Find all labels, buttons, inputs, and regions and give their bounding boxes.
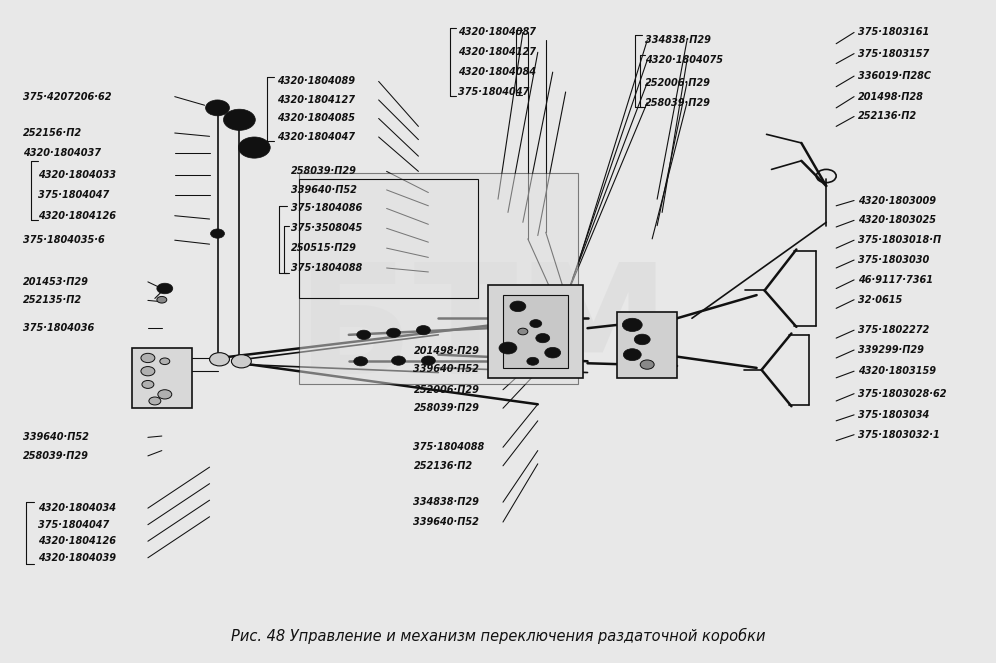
Text: 4320·1804089: 4320·1804089 [277,76,356,86]
Text: 4320·1804126: 4320·1804126 [39,536,117,546]
Text: 258039·П29: 258039·П29 [645,97,711,107]
Text: 334838·П29: 334838·П29 [645,35,711,45]
Text: 375·1804086: 375·1804086 [291,204,363,213]
Text: 336019·П28С: 336019·П28С [858,71,931,81]
Bar [299,179,478,298]
Text: 252135·П2: 252135·П2 [23,296,82,306]
Text: 375·1804047: 375·1804047 [39,520,110,530]
Circle shape [238,137,270,158]
Circle shape [156,283,172,294]
Text: 375·1804035·6: 375·1804035·6 [23,235,105,245]
Text: 250515·П29: 250515·П29 [291,243,357,253]
Text: 375·1804047: 375·1804047 [458,87,530,97]
Bar [488,285,583,378]
Bar [299,173,578,385]
Circle shape [622,318,642,332]
Text: 375·1804047: 375·1804047 [39,190,110,200]
Text: 375·3508045: 375·3508045 [291,223,363,233]
Circle shape [518,328,528,335]
Circle shape [157,390,171,399]
Text: 201498·П29: 201498·П29 [413,346,479,356]
Circle shape [545,347,561,358]
Text: 4320·1804127: 4320·1804127 [458,47,536,57]
Text: 375·1804088: 375·1804088 [291,263,363,273]
Circle shape [141,381,153,389]
Text: 4320·1804033: 4320·1804033 [39,170,117,180]
Circle shape [536,333,550,343]
Bar [503,295,568,368]
Circle shape [510,301,526,312]
Text: 375·1803030: 375·1803030 [858,255,929,265]
Circle shape [159,358,169,365]
Circle shape [141,353,154,363]
Text: 252156·П2: 252156·П2 [23,128,82,138]
Circle shape [357,330,371,339]
Text: 375·1803161: 375·1803161 [858,27,929,37]
Text: 252136·П2: 252136·П2 [858,111,917,121]
Circle shape [141,367,154,376]
Text: 4320·1804084: 4320·1804084 [458,67,536,77]
Text: 4320·1804075: 4320·1804075 [645,55,723,65]
Text: 201498·П28: 201498·П28 [858,91,924,101]
Bar [618,312,677,378]
Circle shape [209,353,229,366]
Text: 375·1802272: 375·1802272 [858,325,929,335]
Text: 252006·П29: 252006·П29 [645,78,711,88]
Circle shape [391,356,405,365]
Text: 252136·П2: 252136·П2 [413,461,472,471]
Text: 4320·1803159: 4320·1803159 [858,366,936,376]
Text: 4320·1804047: 4320·1804047 [277,132,356,142]
Text: 339640·П52: 339640·П52 [23,432,89,442]
Text: 46·9117·7361: 46·9117·7361 [858,275,933,285]
Text: 334838·П29: 334838·П29 [413,497,479,507]
Circle shape [634,334,650,345]
Text: 4320·1804087: 4320·1804087 [458,27,536,37]
Bar [132,348,191,408]
Text: 375·4207206·62: 375·4207206·62 [23,91,112,101]
Text: 258039·П29: 258039·П29 [23,451,89,461]
Circle shape [640,360,654,369]
Circle shape [148,397,160,405]
Text: 4320·1804034: 4320·1804034 [39,503,117,513]
Text: БТМ: БТМ [297,257,669,406]
Text: 252006·П29: 252006·П29 [413,385,479,394]
Circle shape [354,357,368,366]
Circle shape [416,326,430,335]
Circle shape [205,100,229,116]
Text: 375·1803018·П: 375·1803018·П [858,235,941,245]
Text: 258039·П29: 258039·П29 [291,166,357,176]
Text: 339299·П29: 339299·П29 [858,345,924,355]
Circle shape [386,328,400,337]
Text: 375·1803028·62: 375·1803028·62 [858,389,946,398]
Text: 375·1804036: 375·1804036 [23,323,94,333]
Circle shape [231,355,251,368]
Circle shape [530,320,542,328]
Text: 4320·1804037: 4320·1804037 [23,148,101,158]
Text: 32·0615: 32·0615 [858,295,902,305]
Text: 4320·1804127: 4320·1804127 [277,95,356,105]
Circle shape [499,342,517,354]
Text: 375·1804088: 375·1804088 [413,442,485,452]
Circle shape [421,356,435,365]
Text: 339640·П52: 339640·П52 [413,517,479,527]
Circle shape [623,349,641,361]
Text: 258039·П29: 258039·П29 [413,403,479,413]
Text: 375·1803034: 375·1803034 [858,410,929,420]
Text: 201453·П29: 201453·П29 [23,277,89,287]
Text: 339640·П52: 339640·П52 [413,363,479,373]
Text: 4320·1804126: 4320·1804126 [39,211,117,221]
Text: 4320·1803025: 4320·1803025 [858,215,936,225]
Text: 4320·1804039: 4320·1804039 [39,553,117,563]
Circle shape [527,357,539,365]
Circle shape [210,229,224,238]
Text: 4320·1803009: 4320·1803009 [858,196,936,206]
Text: 339640·П52: 339640·П52 [291,185,357,195]
Text: 4320·1804085: 4320·1804085 [277,113,356,123]
Circle shape [223,109,255,131]
Text: 375·1803157: 375·1803157 [858,48,929,58]
Text: 375·1803032·1: 375·1803032·1 [858,430,940,440]
Circle shape [156,296,166,303]
Text: Рис. 48 Управление и механизм переключения раздаточной коробки: Рис. 48 Управление и механизм переключен… [231,628,765,644]
